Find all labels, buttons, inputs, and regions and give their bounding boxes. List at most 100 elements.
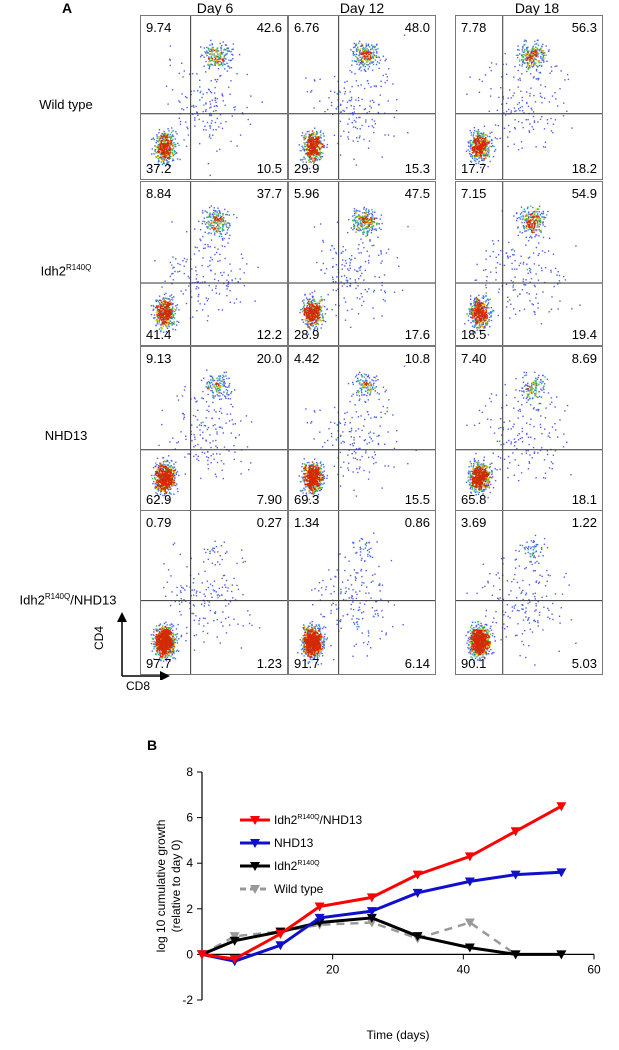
facs-event: [484, 153, 486, 155]
facs-event: [486, 148, 488, 150]
facs-event: [169, 59, 171, 61]
facs-event: [360, 69, 362, 72]
facs-event: [557, 308, 559, 310]
facs-event: [171, 308, 173, 310]
facs-event: [384, 291, 387, 294]
facs-event: [472, 307, 474, 310]
facs-event: [202, 212, 204, 214]
facs-event: [344, 90, 347, 93]
facs-event: [310, 150, 312, 152]
facs-event: [357, 222, 359, 224]
facs-event: [219, 253, 221, 256]
facs-event: [314, 133, 316, 136]
facs-event: [527, 51, 529, 53]
facs-event: [314, 159, 316, 161]
facs-event: [532, 52, 535, 55]
genotype-label: Idh2R140Q/NHD13: [19, 592, 117, 608]
facs-event: [528, 130, 530, 132]
facs-event: [161, 323, 164, 325]
facs-event: [301, 308, 304, 310]
facs-event: [176, 304, 179, 306]
facs-event: [514, 110, 516, 113]
facs-event: [380, 251, 382, 253]
facs-event: [359, 229, 362, 231]
facs-event: [480, 302, 482, 304]
facs-event: [168, 323, 170, 325]
facs-event: [159, 145, 162, 147]
facs-event: [498, 288, 500, 290]
facs-event: [334, 304, 337, 306]
facs-event: [319, 154, 321, 157]
facs-event: [542, 212, 545, 214]
facs-event: [167, 304, 169, 306]
facs-event: [525, 218, 527, 220]
facs-event: [212, 211, 215, 214]
facs-event: [169, 142, 172, 145]
facs-event: [486, 307, 489, 309]
facs-event: [508, 241, 510, 244]
facs-event: [160, 151, 163, 153]
facs-event: [472, 143, 474, 145]
facs-event: [527, 229, 529, 231]
facs-event: [531, 216, 533, 219]
facs-event: [318, 314, 321, 316]
facs-event: [208, 232, 210, 234]
facs-event: [534, 58, 536, 60]
facs-event: [362, 65, 364, 67]
facs-event: [212, 134, 214, 136]
facs-event: [542, 43, 544, 46]
facs-event: [352, 114, 354, 116]
facs-event: [529, 55, 531, 57]
facs-event: [366, 80, 369, 82]
facs-event: [195, 270, 197, 272]
facs-event: [305, 145, 308, 147]
facs-event: [219, 42, 221, 45]
facs-event: [308, 302, 310, 305]
facs-event: [206, 50, 208, 52]
facs-event: [375, 44, 378, 46]
facs-event: [164, 315, 166, 317]
facs-event: [483, 311, 485, 313]
facs-event: [471, 316, 473, 318]
facs-event: [216, 251, 218, 254]
facs-event: [371, 44, 373, 46]
facs-event: [357, 313, 360, 315]
facs-event: [169, 261, 172, 264]
facs-event: [544, 225, 546, 228]
facs-event: [529, 92, 531, 95]
facs-event: [535, 42, 538, 45]
facs-event: [157, 150, 159, 152]
facs-event: [534, 222, 536, 224]
facs-event: [472, 313, 474, 315]
facs-event: [368, 210, 370, 212]
facs-event: [167, 314, 169, 317]
facs-event: [209, 53, 211, 55]
facs-event: [221, 274, 223, 277]
facs-event: [362, 215, 364, 218]
facs-event: [201, 96, 203, 99]
facs-event: [525, 230, 528, 232]
facs-event: [535, 273, 537, 275]
facs-event: [318, 140, 321, 142]
facs-event: [210, 232, 212, 235]
facs-event: [201, 264, 203, 267]
facs-event: [482, 147, 485, 149]
facs-event: [209, 107, 211, 109]
facs-event: [308, 138, 310, 141]
facs-event: [517, 49, 519, 51]
facs-event: [378, 254, 380, 256]
facs-event: [362, 217, 364, 219]
facs-event: [162, 322, 165, 324]
facs-event: [480, 309, 482, 311]
facs-event: [199, 143, 201, 145]
facs-event: [396, 257, 398, 259]
facs-event: [210, 215, 212, 217]
facs-event: [528, 54, 530, 56]
facs-event: [471, 313, 473, 316]
facs-event: [488, 320, 490, 322]
facs-event: [193, 253, 196, 255]
facs-event: [533, 63, 535, 65]
facs-event: [311, 314, 313, 316]
facs-event: [307, 326, 309, 328]
facs-event: [330, 101, 333, 104]
